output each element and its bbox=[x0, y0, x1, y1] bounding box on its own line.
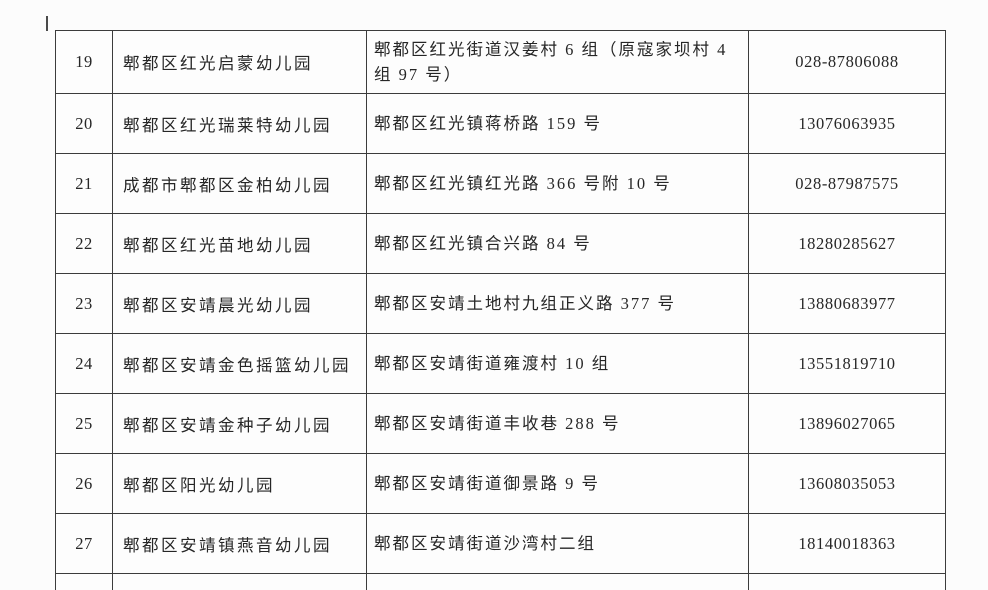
kindergarten-contact-table: 19 郫都区红光启蒙幼儿园 郫都区红光街道汉姜村 6 组（原寇家坝村 4 组 9… bbox=[55, 30, 946, 590]
table-edge-stub bbox=[46, 16, 48, 31]
kindergarten-name-cell: 郫都区安靖晨光幼儿园 bbox=[112, 273, 367, 334]
row-number-cell: 28 bbox=[55, 573, 113, 590]
address-cell: 郫都区安靖街道雍渡村 10 组 bbox=[366, 333, 749, 394]
kindergarten-name-cell: 郫都区红光启蒙幼儿园 bbox=[112, 30, 367, 94]
row-number-cell: 24 bbox=[55, 333, 113, 394]
address-cell: 郫都区红光镇红光路 366 号附 10 号 bbox=[366, 153, 749, 214]
phone-cell: 028-87987575 bbox=[748, 153, 946, 214]
phone-cell: 13608035053 bbox=[748, 453, 946, 514]
phone-cell: 18200292313 bbox=[748, 573, 946, 590]
table-row: 21 成都市郫都区金柏幼儿园 郫都区红光镇红光路 366 号附 10 号 028… bbox=[55, 153, 946, 214]
phone-cell: 18140018363 bbox=[748, 513, 946, 574]
address-cell: 郫都区红光镇蒋桥路 159 号 bbox=[366, 93, 749, 154]
table-row: 25 郫都区安靖金种子幼儿园 郫都区安靖街道丰收巷 288 号 13896027… bbox=[55, 393, 946, 454]
phone-cell: 18280285627 bbox=[748, 213, 946, 274]
address-cell: 郫都区红光镇合兴路 84 号 bbox=[366, 213, 749, 274]
table-row: 26 郫都区阳光幼儿园 郫都区安靖街道御景路 9 号 13608035053 bbox=[55, 453, 946, 514]
table-body: 19 郫都区红光启蒙幼儿园 郫都区红光街道汉姜村 6 组（原寇家坝村 4 组 9… bbox=[55, 30, 946, 590]
kindergarten-name-cell: 郫都区安靖金种子幼儿园 bbox=[112, 393, 367, 454]
table-row: 23 郫都区安靖晨光幼儿园 郫都区安靖土地村九组正义路 377 号 138806… bbox=[55, 273, 946, 334]
phone-cell: 13880683977 bbox=[748, 273, 946, 334]
phone-cell: 028-87806088 bbox=[748, 30, 946, 94]
kindergarten-name-cell: 郫都区安靖镇燕音幼儿园 bbox=[112, 513, 367, 574]
kindergarten-name-cell: 郫都区红光瑞莱特幼儿园 bbox=[112, 93, 367, 154]
table-row: 19 郫都区红光启蒙幼儿园 郫都区红光街道汉姜村 6 组（原寇家坝村 4 组 9… bbox=[55, 30, 946, 94]
address-cell: 郫都区安靖街道丰收巷 288 号 bbox=[366, 393, 749, 454]
address-cell: 郫都区红光街道汉姜村 6 组（原寇家坝村 4 组 97 号） bbox=[366, 30, 749, 94]
row-number-cell: 20 bbox=[55, 93, 113, 154]
row-number-cell: 27 bbox=[55, 513, 113, 574]
row-number-cell: 23 bbox=[55, 273, 113, 334]
kindergarten-name-cell: 郫都区安靖瑞思堡幼儿园 bbox=[112, 573, 367, 590]
table-row: 22 郫都区红光苗地幼儿园 郫都区红光镇合兴路 84 号 18280285627 bbox=[55, 213, 946, 274]
phone-cell: 13551819710 bbox=[748, 333, 946, 394]
address-cell: 郫都区安靖林湾村 4 组 bbox=[366, 573, 749, 590]
row-number-cell: 22 bbox=[55, 213, 113, 274]
kindergarten-name-cell: 郫都区安靖金色摇篮幼儿园 bbox=[112, 333, 367, 394]
row-number-cell: 21 bbox=[55, 153, 113, 214]
table-row: 28 郫都区安靖瑞思堡幼儿园 郫都区安靖林湾村 4 组 18200292313 bbox=[55, 573, 946, 590]
address-cell: 郫都区安靖街道御景路 9 号 bbox=[366, 453, 749, 514]
row-number-cell: 26 bbox=[55, 453, 113, 514]
address-cell: 郫都区安靖土地村九组正义路 377 号 bbox=[366, 273, 749, 334]
kindergarten-name-cell: 郫都区红光苗地幼儿园 bbox=[112, 213, 367, 274]
row-number-cell: 19 bbox=[55, 30, 113, 94]
address-cell: 郫都区安靖街道沙湾村二组 bbox=[366, 513, 749, 574]
phone-cell: 13896027065 bbox=[748, 393, 946, 454]
kindergarten-name-cell: 成都市郫都区金柏幼儿园 bbox=[112, 153, 367, 214]
kindergarten-name-cell: 郫都区阳光幼儿园 bbox=[112, 453, 367, 514]
row-number-cell: 25 bbox=[55, 393, 113, 454]
table-row: 27 郫都区安靖镇燕音幼儿园 郫都区安靖街道沙湾村二组 18140018363 bbox=[55, 513, 946, 574]
table-row: 24 郫都区安靖金色摇篮幼儿园 郫都区安靖街道雍渡村 10 组 13551819… bbox=[55, 333, 946, 394]
phone-cell: 13076063935 bbox=[748, 93, 946, 154]
table-row: 20 郫都区红光瑞莱特幼儿园 郫都区红光镇蒋桥路 159 号 130760639… bbox=[55, 93, 946, 154]
